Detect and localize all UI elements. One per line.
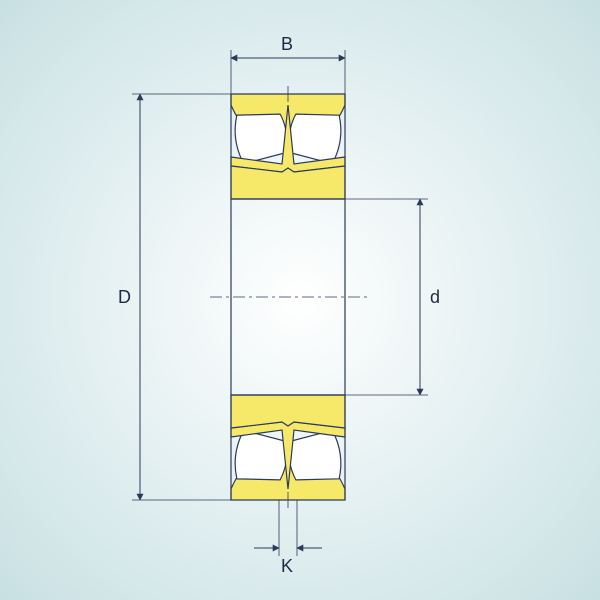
label-B: B [281,34,293,54]
dim-B: B [231,34,345,94]
upper-half [231,86,345,199]
roller-top-right [286,109,343,165]
lower-half [231,395,345,508]
inner-ring-top [231,166,345,199]
dim-K: K [254,500,322,576]
label-K: K [281,556,293,576]
bearing-diagram: B D d K [0,0,600,600]
label-D: D [118,287,131,307]
roller-top-left [232,109,289,165]
label-d: d [430,287,440,307]
